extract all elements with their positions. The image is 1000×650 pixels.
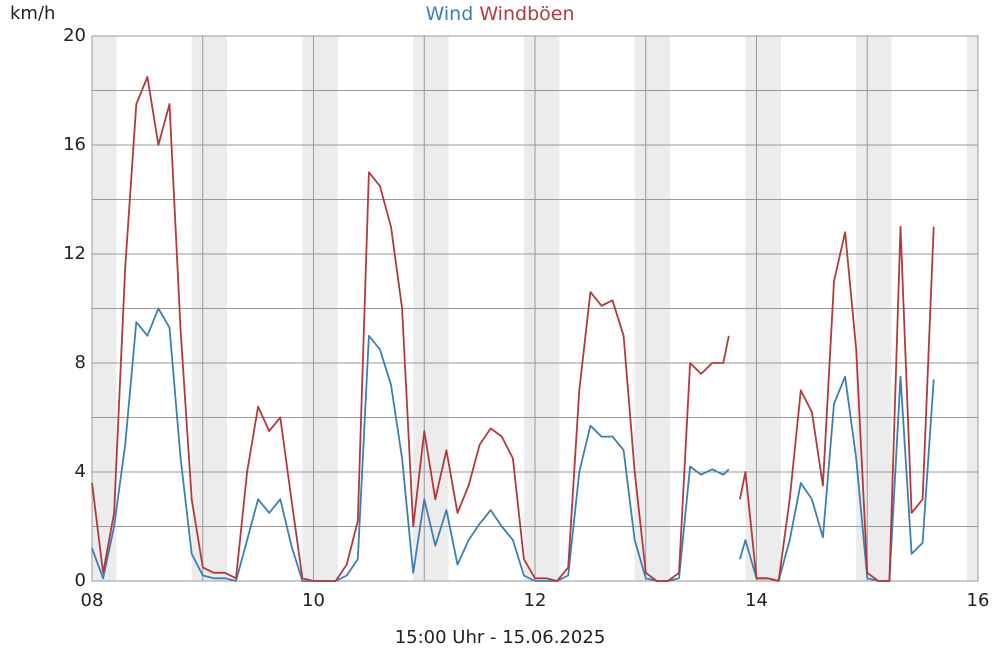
grid [91, 35, 979, 582]
y-tick-label: 12 [63, 243, 86, 264]
series-line [91, 76, 935, 582]
y-axis-label: km/h [10, 3, 55, 24]
y-tick-label: 8 [75, 352, 86, 373]
x-tick-label: 10 [302, 590, 325, 611]
plot-lines [91, 76, 935, 582]
labels: 0 4 8 12 16 20 08 10 12 14 16 [63, 25, 989, 611]
y-tick-label: 16 [63, 134, 86, 155]
legend: Wind Windböen [426, 3, 575, 25]
x-tick-label: 14 [745, 590, 768, 611]
y-tick-label: 4 [75, 461, 86, 482]
x-tick-label: 16 [967, 590, 990, 611]
legend-entry: Wind [426, 3, 474, 25]
x-tick-label: 08 [81, 590, 104, 611]
legend-entry: Windböen [479, 3, 574, 25]
x-tick-label: 12 [524, 590, 547, 611]
y-tick-label: 0 [75, 570, 86, 591]
y-tick-label: 20 [63, 25, 86, 46]
x-axis-label: 15:00 Uhr - 15.06.2025 [395, 627, 606, 648]
